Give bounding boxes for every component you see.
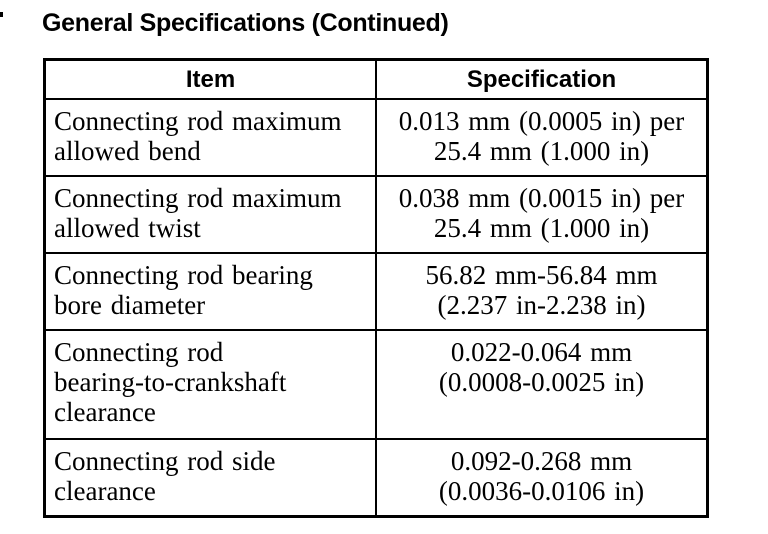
table-row: Connecting rod maximum allowed twist 0.0…	[43, 175, 709, 254]
table-row: Connecting rod maximum allowed bend 0.01…	[43, 98, 709, 177]
item-cell: Connecting rod bearing-to-crankshaft cle…	[43, 329, 377, 440]
table-row: Connecting rod side clearance 0.092-0.26…	[43, 438, 709, 518]
spec-cell: 56.82 mm-56.84 mm (2.237 in-2.238 in)	[375, 252, 709, 331]
spec-cell: 0.092-0.268 mm (0.0036-0.0106 in)	[375, 438, 709, 518]
item-cell: Connecting rod side clearance	[43, 438, 377, 518]
spec-cell: 0.013 mm (0.0005 in) per 25.4 mm (1.000 …	[375, 98, 709, 177]
scan-artifact	[0, 12, 3, 17]
specifications-table: Item Specification Connecting rod maximu…	[43, 58, 709, 518]
column-header-specification: Specification	[375, 58, 709, 100]
spec-cell: 0.038 mm (0.0015 in) per 25.4 mm (1.000 …	[375, 175, 709, 254]
item-cell: Connecting rod maximum allowed twist	[43, 175, 377, 254]
spec-cell: 0.022-0.064 mm (0.0008-0.0025 in)	[375, 329, 709, 440]
table-header-row: Item Specification	[43, 58, 709, 100]
column-header-item: Item	[43, 58, 377, 100]
page-title: General Specifications (Continued)	[42, 9, 449, 37]
table-row: Connecting rod bearing-to-crankshaft cle…	[43, 329, 709, 440]
item-cell: Connecting rod bearing bore diameter	[43, 252, 377, 331]
item-cell: Connecting rod maximum allowed bend	[43, 98, 377, 177]
table-row: Connecting rod bearing bore diameter 56.…	[43, 252, 709, 331]
